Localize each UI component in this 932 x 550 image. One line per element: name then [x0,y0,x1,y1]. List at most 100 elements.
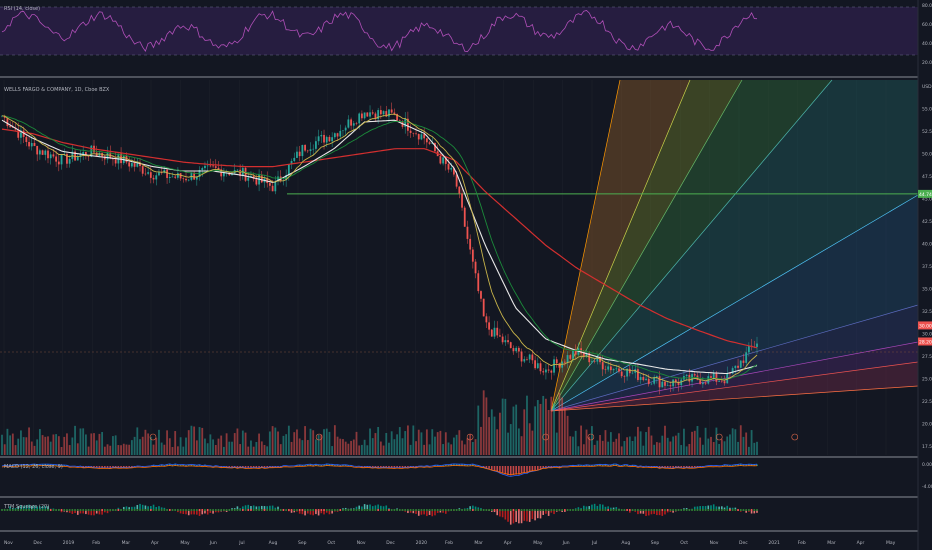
candle-body [309,149,312,152]
macd-bar [745,464,747,466]
volume-bar [407,425,409,455]
ttm-dot [753,509,756,511]
volume-bar [434,436,436,455]
ttm-bar [726,505,729,510]
candle-body [474,261,477,274]
volume-bar [688,443,691,455]
ttm-dot [639,509,642,511]
ttm-dot [539,509,542,511]
price-axis[interactable]: USD 55.00 52.50 50.00 47.50 45.00 42.50 40.00 37… [918,3,932,490]
volume-bar [547,409,550,455]
rsi-tick-label: 20.00 [922,60,932,66]
ttm-bar [539,510,542,519]
candle-body [609,366,612,371]
macd-bar [726,464,729,466]
candle-body [331,137,334,142]
volume-bar [3,444,6,455]
ttm-bar [637,510,639,515]
ttm-bar [206,510,209,515]
macd-bar [320,464,323,466]
ttm-dot [20,509,22,511]
macd-tick-label: 0.00 [922,462,932,468]
candle-body [712,373,715,378]
ttm-dot [58,509,60,511]
ttm-dot [377,509,379,511]
ttm-bar [550,510,553,513]
ttm-bar [209,510,212,513]
volume-bar [209,434,212,455]
macd-bar [585,464,588,466]
candle-body [11,127,14,128]
macd-bar [90,466,93,467]
ttm-bar [323,510,325,515]
ttm-bar [537,510,539,519]
volume-bar [293,432,296,455]
ttm-dot [607,509,609,511]
volume-bar [93,433,95,455]
ttm-bar [150,506,152,510]
macd-bar [279,466,282,467]
candle-body [618,368,620,372]
volume-bar [469,433,472,455]
candle-body [645,378,647,381]
volume-bar [707,438,710,455]
candle-body [731,368,734,374]
ttm-dot [472,509,474,511]
ttm-dot [136,509,139,511]
macd-bar [122,466,125,468]
macd-bar [542,466,545,468]
ttm-histogram [1,503,758,525]
macd-bar [731,465,734,466]
macd-bar [501,466,504,474]
ttm-dot [680,509,683,511]
candle-body [409,130,412,133]
ttm-dot [179,509,182,511]
volume-bar [637,426,639,455]
ttm-dot [336,509,339,511]
volume-bar [485,397,488,455]
ttm-bar [715,506,718,510]
macd-bar [474,465,477,466]
ttm-bar [147,506,149,510]
volume-bar [277,431,279,455]
volume-bar [482,390,485,455]
candle-body [563,361,566,363]
ttm-dot [147,509,149,511]
ttm-dot [93,509,95,511]
time-tick-label: Jul [591,540,597,546]
volume-bar [106,444,109,455]
ttm-bar [136,505,139,510]
ttm-bar [122,506,125,510]
ttm-dot [363,509,366,511]
ttm-dot [152,509,155,511]
ttm-bar [198,510,201,516]
ttm-dot [269,509,271,511]
macd-bar [385,466,388,468]
volume-bar [550,396,553,455]
ttm-bar [650,510,653,515]
volume-bar [425,429,428,455]
volume-bar [160,442,163,455]
ttm-dot [615,509,618,511]
ttm-dot [647,509,650,511]
volume-bar [710,436,712,455]
macd-bar [591,465,593,466]
volume-bar [379,441,382,455]
candle-body [57,161,60,165]
volume-bar [14,445,17,455]
ttm-bar [30,505,33,510]
macd-bar [588,465,591,466]
volume-bar [509,424,512,455]
ttm-dot [374,509,377,511]
candle-body [517,347,520,352]
ttm-dot [344,509,347,511]
macd-bar [626,464,628,466]
volume-bar [739,425,742,455]
ttm-bar [553,510,555,515]
ttm-dot [28,509,30,511]
price-badge-label: 30.00 [919,323,932,329]
volume-bar [591,426,593,455]
ttm-bar [377,504,379,510]
time-axis[interactable]: Nov Dec 2019 Feb Mar Apr May Jun Jul Aug Sep Oct Nov… [4,540,896,546]
